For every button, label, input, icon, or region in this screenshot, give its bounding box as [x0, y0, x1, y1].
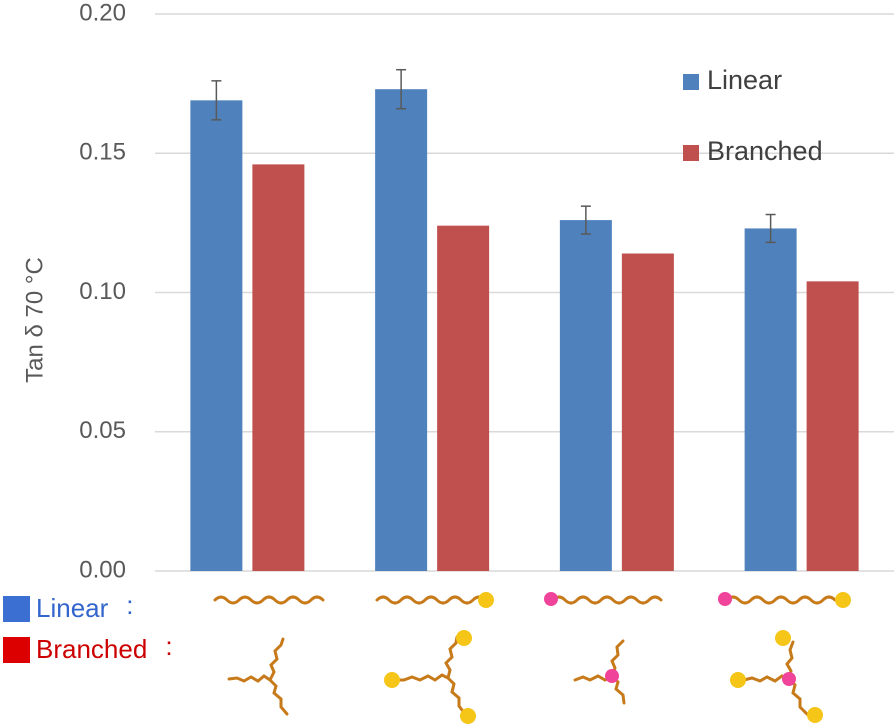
y-tick-label: 0.00 [79, 556, 126, 583]
bar [190, 100, 243, 572]
legend-swatch [683, 145, 699, 161]
bar [621, 253, 674, 571]
bar [559, 220, 612, 571]
y-tick-label: 0.20 [79, 0, 126, 26]
bar [806, 281, 859, 571]
row-separator: : [165, 631, 172, 661]
row-label: Branched [36, 634, 147, 664]
row-separator: : [126, 590, 133, 620]
row-label: Linear [36, 593, 109, 623]
row-swatch [3, 596, 30, 622]
y-axis-label: Tan δ 70 °C [21, 257, 48, 383]
y-tick-label: 0.15 [79, 139, 126, 166]
y-tick-label: 0.05 [79, 417, 126, 444]
legend-label: Branched [707, 136, 823, 166]
bar [375, 89, 428, 571]
structure-icons [213, 592, 851, 724]
bar [437, 225, 490, 571]
bar [744, 228, 797, 571]
legend-swatch [683, 74, 699, 90]
row-swatch [3, 637, 30, 663]
legend-label: Linear [707, 65, 782, 95]
bar [252, 164, 305, 571]
y-tick-label: 0.10 [79, 278, 126, 305]
